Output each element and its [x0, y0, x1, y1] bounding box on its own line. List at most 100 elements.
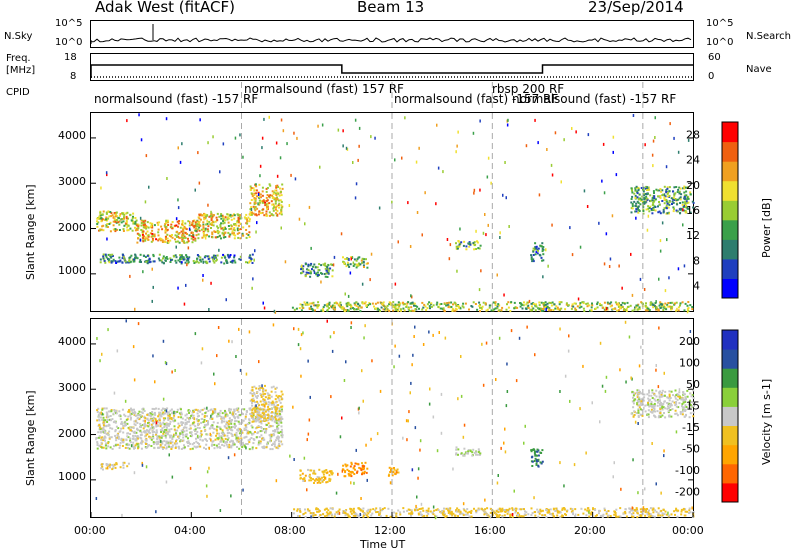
data-cell [252, 432, 255, 435]
data-cell [363, 266, 365, 268]
data-cell [674, 412, 677, 415]
nsky-panel [90, 20, 694, 48]
data-cell [107, 259, 110, 262]
data-cell [250, 213, 253, 216]
data-cell [430, 302, 433, 305]
data-cell [256, 207, 259, 210]
data-cell [187, 261, 190, 264]
data-cell [97, 415, 100, 418]
data-cell [468, 245, 471, 248]
noise-cell [602, 142, 605, 146]
data-cell [119, 418, 122, 421]
data-cell [280, 204, 283, 207]
data-cell [234, 420, 237, 423]
nsearch-top-tick: 10^5 [706, 18, 734, 29]
data-cell [501, 510, 504, 513]
data-cell [603, 509, 606, 512]
data-cell [570, 307, 573, 310]
data-cell [669, 397, 672, 399]
data-cell [227, 423, 230, 426]
data-cell [224, 411, 227, 414]
data-cell [250, 414, 253, 417]
data-cell [347, 301, 350, 304]
data-cell [112, 228, 115, 231]
data-cell [158, 446, 161, 449]
data-cell [240, 437, 243, 440]
data-cell [239, 428, 242, 431]
data-cell [460, 452, 463, 455]
data-cell [109, 230, 112, 233]
data-cell [474, 303, 477, 305]
data-cell [353, 465, 356, 468]
data-cell [437, 305, 440, 308]
data-cell [109, 427, 112, 430]
data-cell [106, 419, 109, 421]
data-cell [111, 253, 114, 256]
data-cell [273, 191, 276, 194]
noise-cell [666, 238, 668, 242]
data-cell [534, 454, 537, 457]
data-cell [115, 436, 117, 439]
data-cell [632, 402, 635, 405]
data-cell [167, 224, 170, 226]
data-cell [236, 232, 239, 235]
data-cell [181, 417, 184, 420]
data-cell [192, 410, 195, 413]
data-cell [326, 480, 329, 483]
data-cell [271, 419, 274, 422]
data-cell [157, 223, 160, 226]
data-cell [435, 509, 438, 511]
data-cell [670, 390, 673, 393]
data-cell [131, 229, 134, 232]
data-cell [262, 398, 265, 401]
data-cell [630, 509, 633, 512]
data-cell [650, 394, 653, 397]
data-cell [178, 232, 181, 235]
data-cell [367, 512, 370, 515]
data-cell [644, 410, 647, 413]
data-cell [220, 222, 223, 225]
data-cell [688, 408, 691, 410]
data-cell [663, 207, 666, 210]
data-cell [239, 413, 242, 416]
data-cell [659, 195, 662, 197]
data-cell [248, 220, 251, 223]
noise-cell [632, 114, 635, 117]
data-cell [350, 256, 353, 259]
data-cell [495, 510, 498, 513]
data-cell [163, 423, 166, 426]
data-cell [197, 423, 199, 425]
data-cell [587, 507, 590, 510]
data-cell [236, 227, 239, 230]
noise-cell [639, 277, 642, 281]
data-cell [278, 432, 281, 434]
data-cell [245, 229, 248, 231]
data-cell [205, 214, 208, 217]
data-cell [108, 258, 111, 261]
data-cell [666, 407, 669, 410]
data-cell [145, 227, 148, 230]
data-cell [195, 440, 198, 443]
data-cell [530, 309, 533, 312]
data-cell [468, 308, 470, 311]
data-cell [321, 479, 324, 482]
data-cell [571, 511, 574, 514]
data-cell [238, 216, 241, 218]
noise-cell [308, 205, 311, 209]
data-cell [530, 256, 533, 259]
data-cell [308, 308, 311, 310]
data-cell [666, 396, 669, 399]
data-cell [226, 218, 229, 221]
data-cell [258, 414, 261, 417]
data-cell [276, 198, 279, 201]
data-cell [122, 431, 125, 434]
data-cell [246, 410, 248, 413]
noise-cell [310, 246, 312, 250]
data-cell [551, 301, 554, 304]
data-cell [156, 424, 159, 427]
data-cell [248, 236, 251, 238]
data-cell [220, 214, 223, 217]
data-cell [202, 223, 205, 226]
data-cell [182, 426, 185, 429]
data-cell [581, 301, 584, 304]
